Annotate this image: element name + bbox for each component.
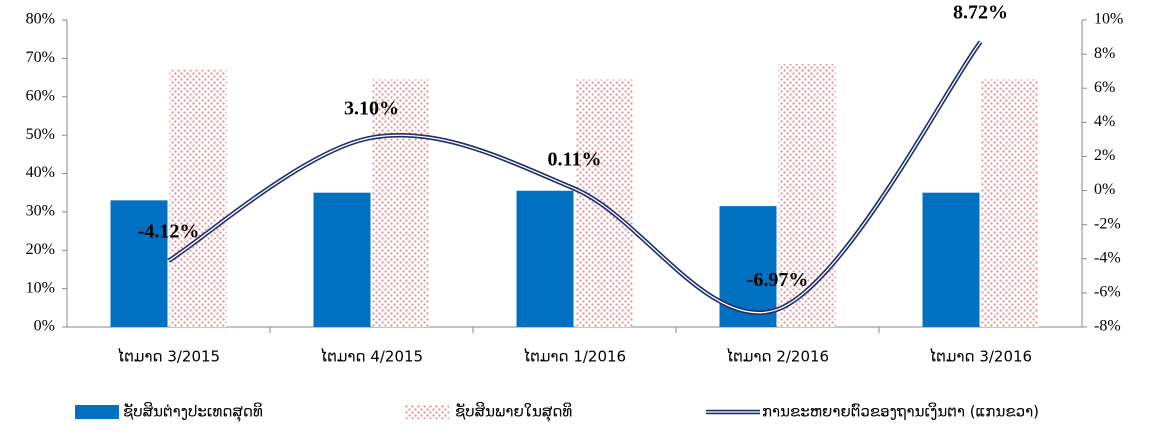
- value-label: 0.11%: [548, 148, 602, 170]
- y-tick-label: 10%: [26, 279, 55, 296]
- y2-tick-label: -4%: [1094, 249, 1121, 266]
- y2-tick-label: 8%: [1094, 45, 1115, 62]
- x-tick-label: ໄຕມາດ 4/2015: [320, 347, 423, 366]
- line-inner: [168, 41, 982, 314]
- y2-tick-label: 4%: [1094, 113, 1115, 130]
- x-tick-label: ໄຕມາດ 2/2016: [726, 347, 829, 366]
- legend-swatch: [75, 405, 119, 419]
- y-tick-label: 60%: [26, 87, 55, 104]
- bar: [372, 79, 430, 327]
- y2-tick-label: -6%: [1094, 284, 1121, 301]
- bar: [922, 192, 980, 327]
- value-label: -4.12%: [138, 220, 200, 242]
- bar: [719, 206, 777, 327]
- y2-tick-label: -2%: [1094, 215, 1121, 232]
- y-tick-label: 40%: [26, 164, 55, 181]
- x-tick-label: ໄຕມາດ 3/2015: [117, 347, 220, 366]
- legend-label: ຊັບສິນຕ່າງປະເທດສຸດທິ: [123, 401, 263, 422]
- bar: [110, 200, 168, 327]
- y2-tick-label: 10%: [1094, 11, 1123, 28]
- value-label: -6.97%: [747, 269, 809, 291]
- y-tick-label: 50%: [26, 126, 55, 143]
- bar: [516, 190, 574, 327]
- y2-tick-label: 0%: [1094, 181, 1115, 198]
- value-label: 8.72%: [953, 1, 1008, 23]
- y-tick-label: 20%: [26, 241, 55, 258]
- y-tick-label: 70%: [26, 49, 55, 66]
- bar: [575, 79, 633, 327]
- x-tick-label: ໄຕມາດ 1/2016: [523, 347, 626, 366]
- bar: [313, 192, 371, 327]
- legend-label: ຊັບສິນພາຍໃນສຸດທິ: [455, 401, 572, 422]
- y2-tick-label: 6%: [1094, 79, 1115, 96]
- legend-label: ການຂະຫຍາຍຕົວຂອງຖານເງິນຕາ (ແກນຂວາ): [762, 401, 1039, 420]
- y-tick-label: 0%: [34, 318, 55, 335]
- y-tick-label: 30%: [26, 203, 55, 220]
- legend-swatch: [405, 405, 449, 419]
- value-label: 3.10%: [344, 97, 399, 119]
- y-tick-label: 80%: [26, 11, 55, 28]
- line: [167, 40, 983, 315]
- bar: [778, 64, 836, 327]
- x-tick-label: ໄຕມາດ 3/2016: [929, 347, 1032, 366]
- bar: [981, 79, 1039, 327]
- y2-tick-label: 2%: [1094, 147, 1115, 164]
- bar: [169, 69, 227, 327]
- y2-tick-label: -8%: [1094, 318, 1121, 335]
